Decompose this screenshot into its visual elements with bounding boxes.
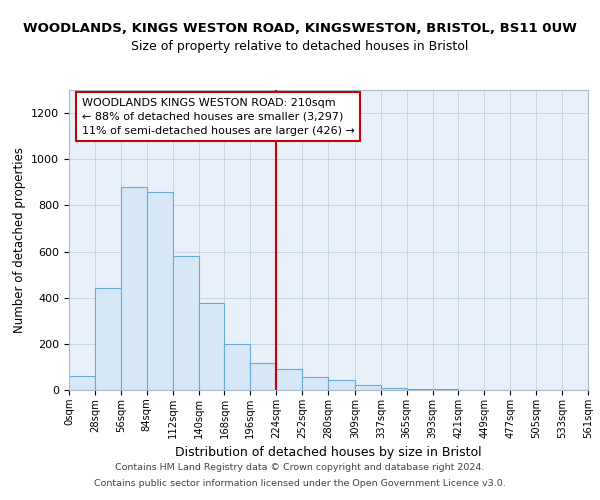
Bar (199, 304, 224, 390)
Bar (121, 187, 147, 390)
Bar (69, 376, 95, 390)
Y-axis label: Number of detached properties: Number of detached properties (13, 147, 26, 333)
Text: WOODLANDS, KINGS WESTON ROAD, KINGSWESTON, BRISTOL, BS11 0UW: WOODLANDS, KINGS WESTON ROAD, KINGSWESTO… (23, 22, 577, 36)
X-axis label: Distribution of detached houses by size in Bristol: Distribution of detached houses by size … (175, 446, 482, 460)
Text: Size of property relative to detached houses in Bristol: Size of property relative to detached ho… (131, 40, 469, 53)
Text: WOODLANDS KINGS WESTON ROAD: 210sqm
← 88% of detached houses are smaller (3,297): WOODLANDS KINGS WESTON ROAD: 210sqm ← 88… (82, 98, 355, 136)
Bar (355, 386, 381, 390)
Text: Contains public sector information licensed under the Open Government Licence v3: Contains public sector information licen… (94, 478, 506, 488)
Bar (250, 364, 276, 390)
Text: Contains HM Land Registry data © Crown copyright and database right 2024.: Contains HM Land Registry data © Crown c… (115, 464, 485, 472)
Bar (173, 256, 199, 390)
Bar (147, 192, 173, 390)
Bar (407, 389, 433, 390)
Bar (95, 288, 121, 390)
Bar (302, 378, 328, 390)
Bar (328, 380, 355, 390)
Bar (224, 344, 250, 390)
Bar (276, 369, 302, 390)
Bar (381, 388, 407, 390)
